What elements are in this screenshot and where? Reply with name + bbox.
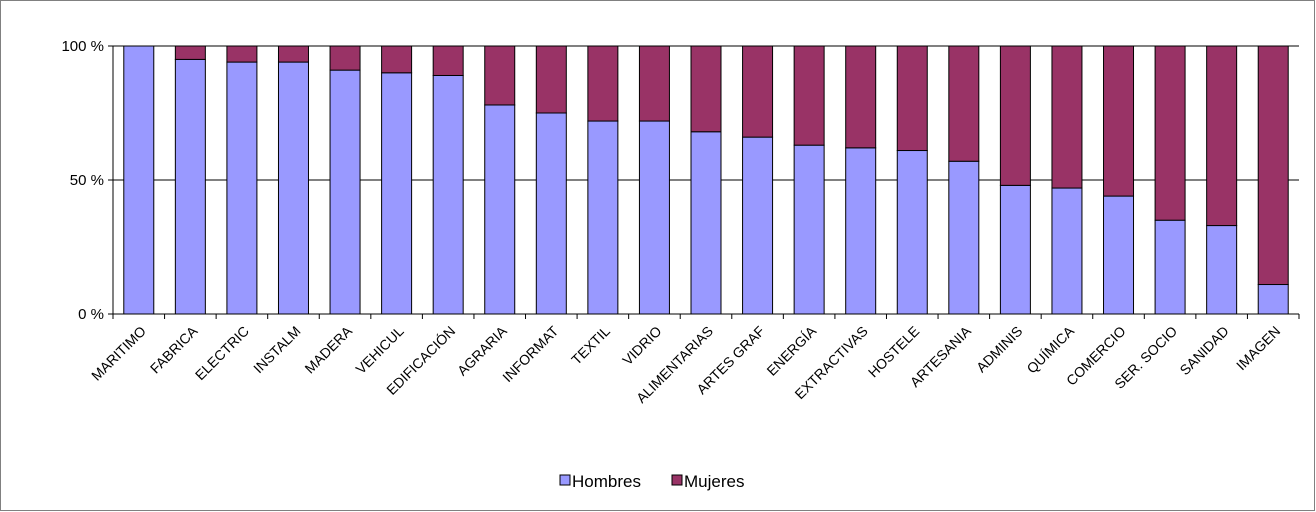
bar-mujeres-ser-socio xyxy=(1154,45,1186,221)
bar-hombres-vehicul xyxy=(381,72,413,315)
bar-mujeres-artesania xyxy=(948,45,980,162)
legend-label-hombres: Hombres xyxy=(572,472,641,491)
x-tick-label: VIDRIO xyxy=(619,323,664,368)
bar-hombres-artes-graf xyxy=(742,136,774,315)
bar-mujeres-adminis xyxy=(999,45,1031,186)
bar-hombres-madera xyxy=(329,69,361,315)
y-axis-ticks: 0 % 50 % 100 % xyxy=(61,38,113,323)
bar-hombres-agraria xyxy=(484,104,516,315)
x-tick-label: FABRICA xyxy=(147,322,201,376)
bar-hombres-ser-socio xyxy=(1154,219,1186,315)
x-tick-label: MADERA xyxy=(301,322,355,376)
legend-swatch-mujeres xyxy=(671,474,683,486)
x-tick-label: IMAGEN xyxy=(1233,323,1283,373)
bar-mujeres-electric xyxy=(226,45,258,63)
y-tick-label: 50 % xyxy=(70,172,104,189)
x-tick-label: INFORMAT xyxy=(499,323,562,386)
bar-mujeres-textil xyxy=(587,45,619,122)
bar-mujeres-alimentarias xyxy=(690,45,722,133)
bar-mujeres-extractivas xyxy=(845,45,877,149)
bar-mujeres-edificaci-n xyxy=(432,45,464,76)
bars xyxy=(123,45,1289,315)
bar-mujeres-sanidad xyxy=(1206,45,1238,227)
bar-hombres-electric xyxy=(226,61,258,315)
bar-hombres-instalm xyxy=(277,61,309,315)
bar-mujeres-qu-mica xyxy=(1051,45,1083,189)
x-tick-label: ELECTRIC xyxy=(192,323,252,383)
bar-mujeres-agraria xyxy=(484,45,516,106)
x-tick-label: ADMINIS xyxy=(973,323,1026,376)
bar-hombres-informat xyxy=(535,112,567,315)
bar-hombres-alimentarias xyxy=(690,131,722,315)
bar-hombres-edificaci-n xyxy=(432,74,464,315)
legend-label-mujeres: Mujeres xyxy=(684,472,744,491)
bar-mujeres-informat xyxy=(535,45,567,114)
bar-mujeres-vehicul xyxy=(381,45,413,74)
bar-hombres-hostele xyxy=(896,150,928,315)
bar-hombres-maritimo xyxy=(123,45,155,315)
x-tick-label: QUÍMICA xyxy=(1023,322,1077,376)
bar-mujeres-comercio xyxy=(1103,45,1135,197)
bar-hombres-fabrica xyxy=(174,58,206,315)
bar-hombres-energ-a xyxy=(793,144,825,315)
bar-mujeres-instalm xyxy=(277,45,309,63)
bar-mujeres-hostele xyxy=(896,45,928,152)
x-tick-label: MARITIMO xyxy=(88,323,149,384)
bar-mujeres-imagen xyxy=(1257,45,1289,286)
legend-swatch-hombres xyxy=(559,474,571,486)
bar-hombres-qu-mica xyxy=(1051,187,1083,315)
x-tick-label: SANIDAD xyxy=(1176,323,1231,378)
x-tick-label: VEHICUL xyxy=(353,323,407,377)
x-axis-labels: MARITIMOFABRICAELECTRICINSTALMMADERAVEHI… xyxy=(88,322,1283,406)
bar-hombres-textil xyxy=(587,120,619,315)
bar-mujeres-artes-graf xyxy=(742,45,774,138)
bar-mujeres-vidrio xyxy=(638,45,670,122)
y-tick-label: 0 % xyxy=(78,306,104,323)
legend: Hombres Mujeres xyxy=(559,472,744,491)
bar-hombres-artesania xyxy=(948,160,980,315)
bar-hombres-vidrio xyxy=(638,120,670,315)
x-tick-label: TEXTIL xyxy=(568,323,613,368)
bar-hombres-comercio xyxy=(1103,195,1135,315)
y-tick-label: 100 % xyxy=(61,38,104,55)
x-tick-label: INSTALM xyxy=(250,323,303,376)
bar-mujeres-madera xyxy=(329,45,361,71)
bar-hombres-sanidad xyxy=(1206,225,1238,315)
bar-hombres-adminis xyxy=(999,184,1031,315)
bar-mujeres-fabrica xyxy=(174,45,206,60)
axes xyxy=(112,46,1300,319)
bar-hombres-extractivas xyxy=(845,147,877,315)
bar-hombres-imagen xyxy=(1257,284,1289,315)
bar-mujeres-energ-a xyxy=(793,45,825,146)
